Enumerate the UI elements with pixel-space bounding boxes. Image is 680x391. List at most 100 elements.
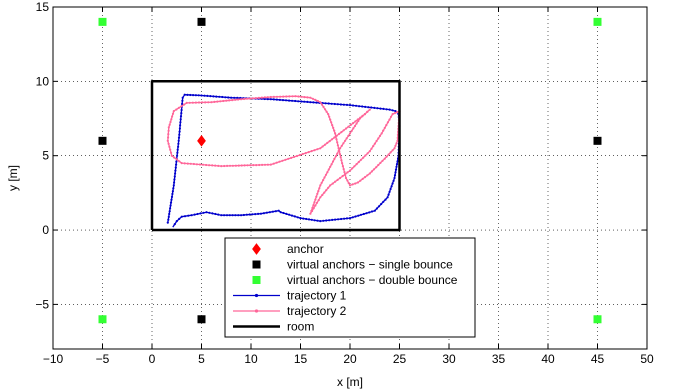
series-layer <box>98 17 602 324</box>
point-trajectory-1 <box>395 163 399 166</box>
point-trajectory-2 <box>318 187 321 190</box>
point-trajectory-1 <box>200 94 203 97</box>
legend-item: trajectory 2 <box>233 304 347 318</box>
point-trajectory-2 <box>316 192 319 195</box>
point-trajectory-2 <box>368 108 371 111</box>
point-trajectory-1 <box>391 182 394 185</box>
point-trajectory-2 <box>307 151 310 154</box>
point-trajectory-2 <box>336 144 339 147</box>
point-trajectory-1 <box>277 209 280 212</box>
point-trajectory-2 <box>269 95 272 99</box>
point-trajectory-1 <box>193 213 196 216</box>
point-trajectory-1 <box>187 214 190 217</box>
point-trajectory-1 <box>395 165 398 168</box>
point-trajectory-2 <box>316 99 319 103</box>
point-trajectory-2 <box>378 134 382 137</box>
x-tick-label: 25 <box>393 352 407 366</box>
point-trajectory-2 <box>173 156 176 159</box>
point-trajectory-2 <box>395 142 398 145</box>
point-trajectory-2 <box>198 163 202 166</box>
point-trajectory-2 <box>213 100 216 103</box>
point-trajectory-2 <box>313 149 316 152</box>
point-trajectory-2 <box>393 112 396 115</box>
point-trajectory-2 <box>294 95 297 98</box>
point-trajectory-2 <box>382 129 385 132</box>
point-trajectory-2 <box>291 95 294 98</box>
point-trajectory-2 <box>375 166 378 169</box>
point-trajectory-2 <box>225 99 228 102</box>
point-trajectory-1 <box>178 127 181 130</box>
point-trajectory-1 <box>375 207 378 210</box>
point-trajectory-1 <box>274 210 277 213</box>
legend-label: room <box>287 320 314 334</box>
point-trajectory-2 <box>314 198 317 201</box>
point-anchor <box>197 134 206 147</box>
series-room <box>150 80 401 232</box>
point-trajectory-2 <box>313 201 316 204</box>
y-tick-label: 15 <box>36 0 50 14</box>
point-trajectory-1 <box>351 216 354 219</box>
point-trajectory-2 <box>361 177 364 180</box>
point-trajectory-2 <box>210 101 213 104</box>
point-trajectory-2 <box>338 153 342 156</box>
point-trajectory-2 <box>312 204 315 207</box>
point-trajectory-2 <box>178 160 181 163</box>
legend-box <box>224 237 476 338</box>
point-trajectory-2 <box>249 164 252 167</box>
point-trajectory-2 <box>328 140 331 143</box>
point-trajectory-1 <box>167 218 170 221</box>
point-trajectory-2 <box>217 164 220 167</box>
point-trajectory-1 <box>385 108 388 111</box>
point-trajectory-2 <box>346 179 349 182</box>
point-trajectory-2 <box>319 184 322 187</box>
point-trajectory-1 <box>218 95 221 98</box>
point-trajectory-2 <box>231 99 234 102</box>
point-trajectory-2 <box>223 164 226 168</box>
point-trajectory-1 <box>251 213 254 216</box>
point-trajectory-1 <box>379 107 382 110</box>
point-trajectory-2 <box>331 160 335 163</box>
point-trajectory-1 <box>358 105 361 108</box>
point-trajectory-2 <box>275 95 279 98</box>
point-trajectory-1 <box>282 211 285 215</box>
point-trajectory-1 <box>175 220 178 223</box>
point-trajectory-1 <box>303 100 306 103</box>
point-trajectory-2 <box>342 168 345 171</box>
point-trajectory-2 <box>344 173 347 176</box>
point-trajectory-1 <box>168 210 171 213</box>
point-trajectory-2 <box>201 163 205 166</box>
ticks: −10 −5 0 5 10 15 20 25 30 35 40 45 50 −5 0 5 10 15 <box>35 0 654 366</box>
point-trajectory-2 <box>391 113 394 116</box>
point-trajectory-1 <box>394 168 398 171</box>
point-trajectory-2 <box>336 178 339 181</box>
point-trajectory-1 <box>211 212 214 215</box>
y-tick-label: 10 <box>36 74 50 88</box>
point-trajectory-2 <box>194 101 197 104</box>
point-trajectory-1 <box>206 94 209 97</box>
point-trajectory-2 <box>388 118 391 121</box>
point-trajectory-1 <box>248 213 251 216</box>
point-trajectory-1 <box>176 154 179 157</box>
point-trajectory-1 <box>393 174 397 177</box>
point-trajectory-2 <box>169 151 173 154</box>
point-trajectory-1 <box>197 94 200 97</box>
point-trajectory-2 <box>310 150 313 153</box>
point-trajectory-2 <box>183 103 186 106</box>
point-trajectory-1 <box>174 169 177 172</box>
series-trajectory-2 <box>166 95 401 215</box>
point-trajectory-1 <box>181 102 184 105</box>
point-trajectory-2 <box>347 181 350 185</box>
point-trajectory-1 <box>180 112 183 115</box>
legend-item: virtual anchors − single bounce <box>252 258 453 272</box>
point-trajectory-1 <box>368 211 371 214</box>
point-trajectory-1 <box>290 214 294 217</box>
point-trajectory-2 <box>379 161 382 164</box>
point-trajectory-2 <box>309 96 312 99</box>
point-trajectory-2 <box>344 176 348 180</box>
point-trajectory-2 <box>303 96 306 99</box>
point-trajectory-1 <box>266 98 269 101</box>
point-trajectory-2 <box>260 96 263 99</box>
point-trajectory-2 <box>315 195 318 198</box>
point-trajectory-2 <box>266 96 269 99</box>
point-trajectory-2 <box>359 158 363 161</box>
